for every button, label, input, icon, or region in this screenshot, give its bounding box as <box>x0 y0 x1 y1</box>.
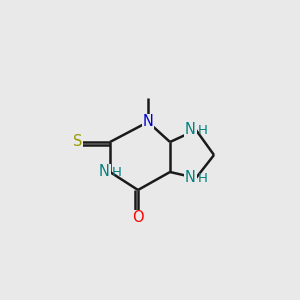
Text: N: N <box>99 164 110 179</box>
Text: N: N <box>185 170 196 185</box>
Text: O: O <box>132 211 144 226</box>
Text: H: H <box>112 166 122 178</box>
Text: H: H <box>198 172 208 184</box>
Text: N: N <box>142 115 153 130</box>
Text: S: S <box>73 134 83 149</box>
Text: N: N <box>185 122 196 137</box>
Text: H: H <box>198 124 208 136</box>
